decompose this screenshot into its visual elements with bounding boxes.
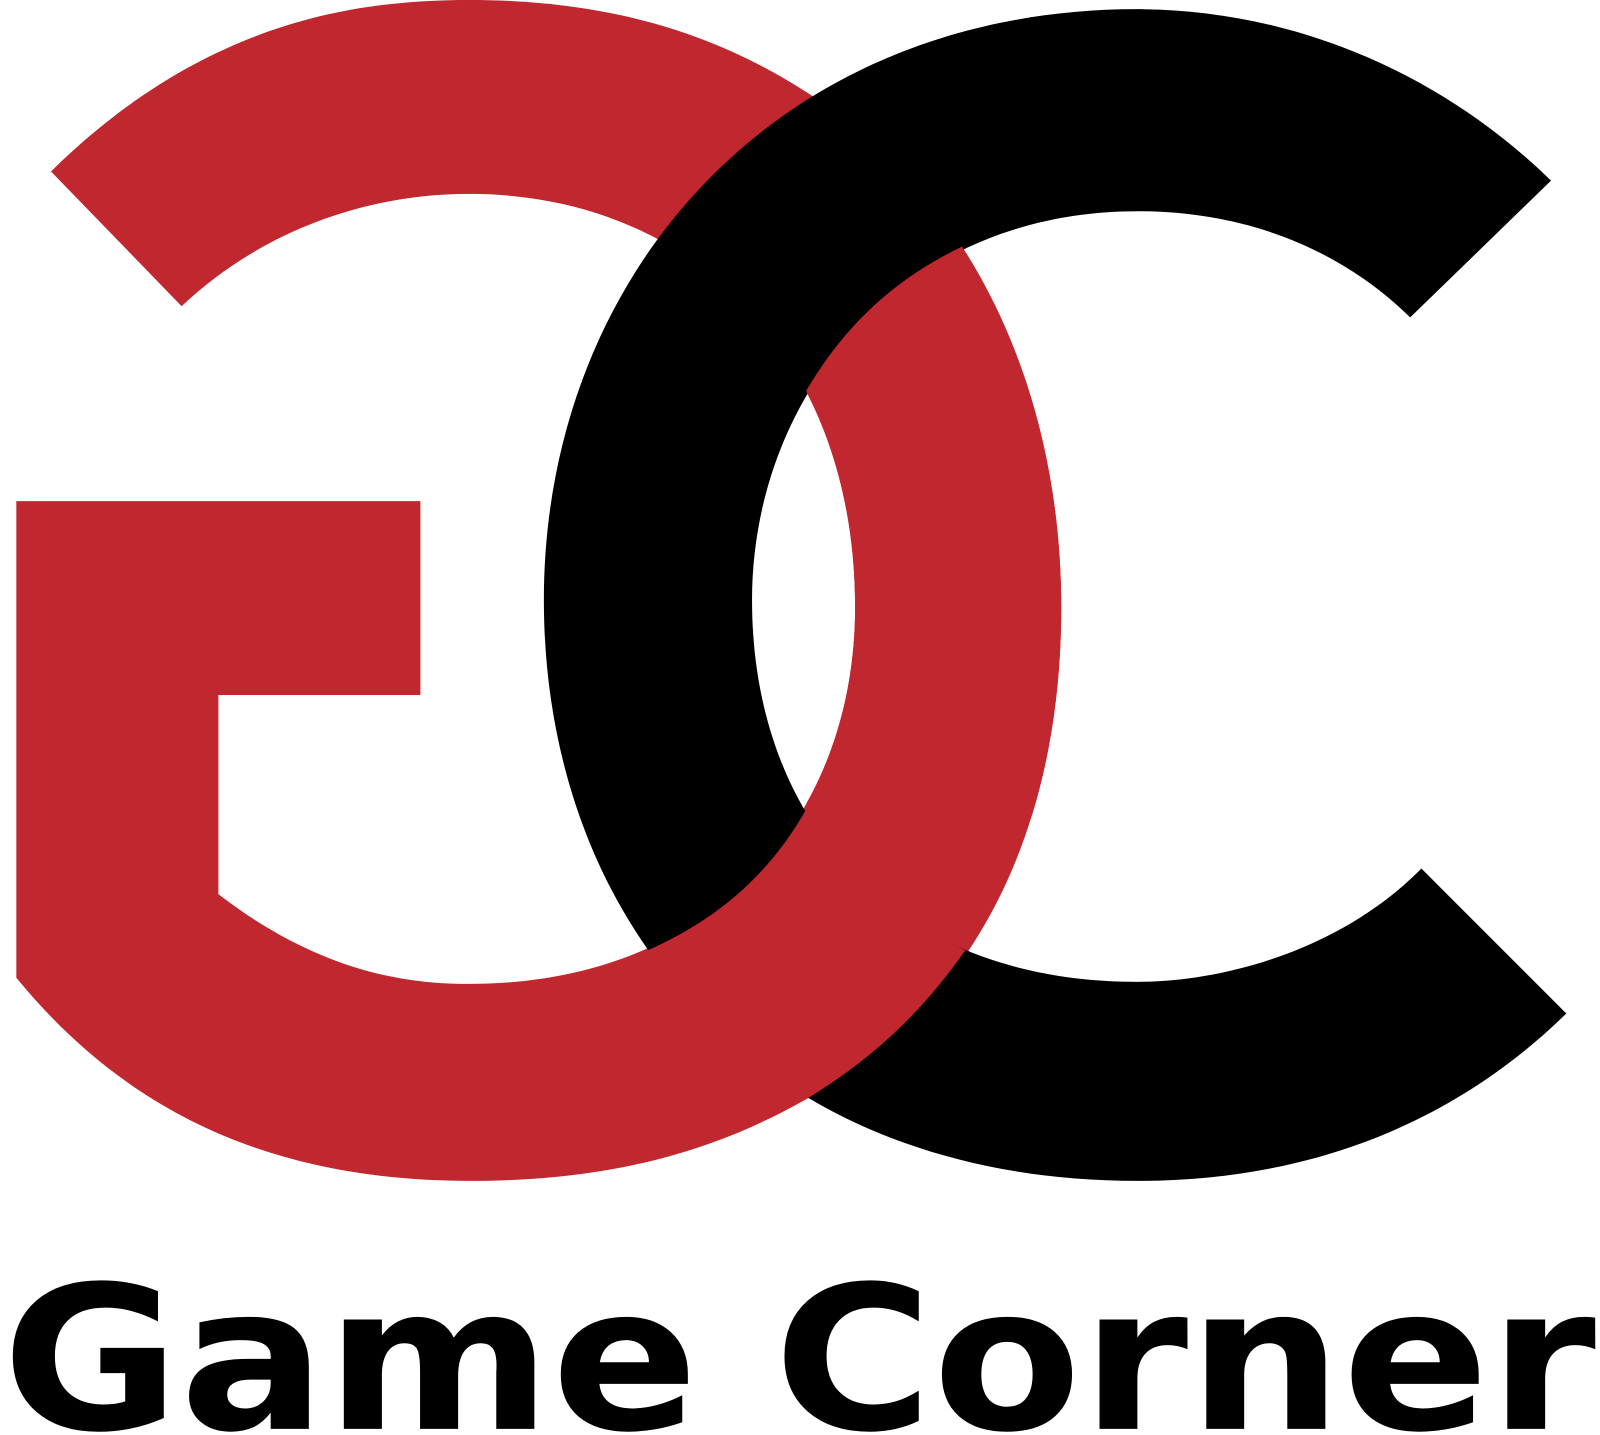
brand-name: Game Corner [2, 1244, 1596, 1435]
